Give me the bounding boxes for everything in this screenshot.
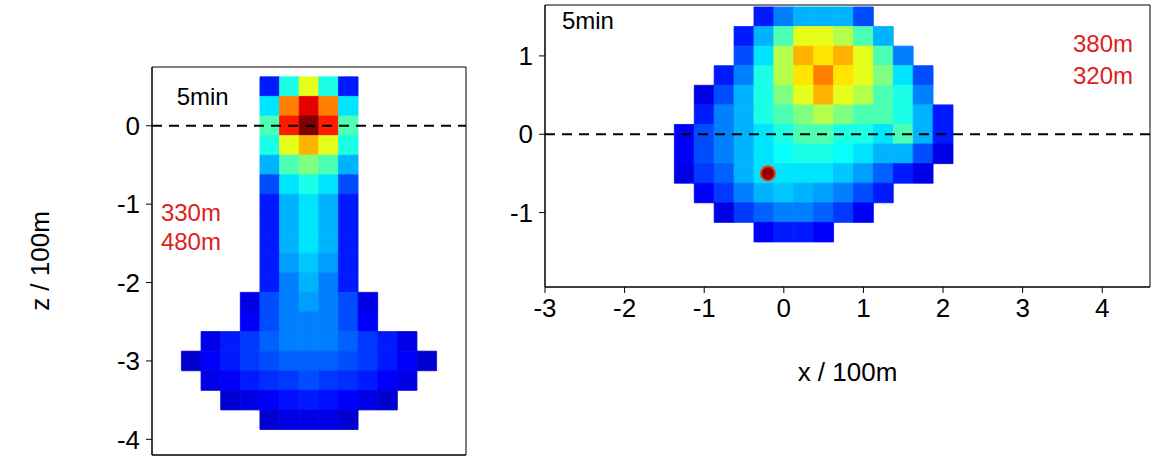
svg-text:0: 0	[777, 293, 791, 323]
svg-text:0: 0	[519, 119, 533, 149]
svg-text:-4: -4	[117, 425, 140, 455]
svg-text:x / 100m: x / 100m	[798, 357, 898, 387]
svg-text:-1: -1	[510, 198, 533, 228]
svg-text:5min: 5min	[177, 83, 229, 110]
svg-text:1: 1	[856, 293, 870, 323]
svg-text:-1: -1	[117, 189, 140, 219]
svg-text:320m: 320m	[1073, 62, 1133, 89]
svg-text:0: 0	[126, 111, 140, 141]
svg-text:-2: -2	[117, 268, 140, 298]
svg-text:2: 2	[936, 293, 950, 323]
svg-text:-2: -2	[613, 293, 636, 323]
svg-text:-1: -1	[693, 293, 716, 323]
svg-text:-3: -3	[117, 346, 140, 376]
svg-text:480m: 480m	[161, 228, 221, 255]
svg-text:5min: 5min	[562, 7, 614, 34]
html-text:z / 100m: z / 100m	[24, 211, 55, 311]
svg-text:4: 4	[1095, 293, 1109, 323]
svg-text:1: 1	[519, 41, 533, 71]
svg-text:380m: 380m	[1073, 30, 1133, 57]
svg-text:-3: -3	[533, 293, 556, 323]
svg-text:3: 3	[1015, 293, 1029, 323]
svg-text:330m: 330m	[161, 199, 221, 226]
